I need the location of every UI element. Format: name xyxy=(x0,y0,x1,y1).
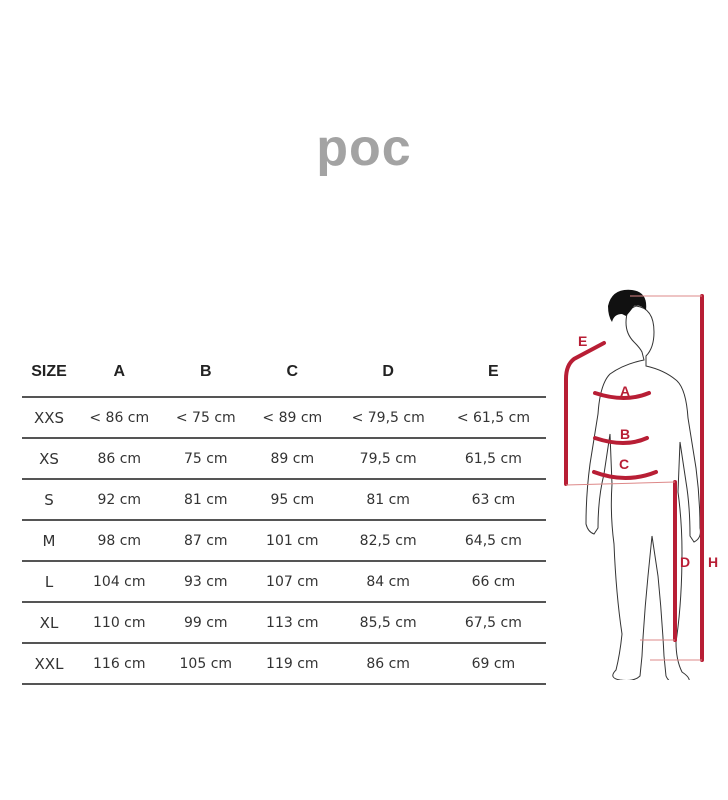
body-outline xyxy=(585,305,701,680)
size-cell: S xyxy=(22,479,76,521)
table-row: XXS < 86 cm < 75 cm < 89 cm < 79,5 cm < 61,5 … xyxy=(22,397,546,439)
measurement-cell: 92 cm xyxy=(76,479,163,521)
measurement-cell: 79,5 cm xyxy=(335,438,441,480)
measurement-cell: 61,5 cm xyxy=(440,438,546,480)
measurement-cell: 86 cm xyxy=(335,643,441,685)
body-measurement-figure: A B C D H E xyxy=(564,289,718,680)
measurement-cell: 66 cm xyxy=(440,561,546,603)
size-cell: XS xyxy=(22,438,76,480)
measurement-cell: 64,5 cm xyxy=(440,520,546,562)
column-header-size: SIZE xyxy=(22,347,76,398)
measurement-cell: 84 cm xyxy=(335,561,441,603)
column-header-b: B xyxy=(162,347,250,398)
measurement-cell: 99 cm xyxy=(162,602,250,644)
label-a: A xyxy=(620,383,630,399)
measurement-cell: 119 cm xyxy=(249,643,336,685)
measure-c-line xyxy=(592,470,658,480)
label-d: D xyxy=(680,554,690,570)
measurement-cell: 116 cm xyxy=(76,643,163,685)
measurement-cell: 63 cm xyxy=(440,479,546,521)
label-c: C xyxy=(619,456,629,472)
measurement-cell: 69 cm xyxy=(440,643,546,685)
table-row: M 98 cm 87 cm 101 cm 82,5 cm 64,5 cm xyxy=(22,520,546,562)
size-cell: XXS xyxy=(22,397,76,439)
measurement-cell: 85,5 cm xyxy=(335,602,441,644)
measurement-cell: < 89 cm xyxy=(249,397,336,439)
column-header-a: A xyxy=(76,347,163,398)
measurement-cell: 81 cm xyxy=(162,479,250,521)
measurement-cell: 101 cm xyxy=(249,520,336,562)
measure-b-line xyxy=(593,436,649,445)
measurement-cell: < 75 cm xyxy=(162,397,250,439)
table-row: L 104 cm 93 cm 107 cm 84 cm 66 cm xyxy=(22,561,546,603)
measurement-cell: 86 cm xyxy=(76,438,163,480)
label-h: H xyxy=(708,554,718,570)
measurement-cell: 107 cm xyxy=(249,561,336,603)
measurement-cell: 82,5 cm xyxy=(335,520,441,562)
measurement-cell: < 61,5 cm xyxy=(440,397,546,439)
measurement-cell: 67,5 cm xyxy=(440,602,546,644)
table-row: XS 86 cm 75 cm 89 cm 79,5 cm 61,5 cm xyxy=(22,438,546,480)
column-header-d: D xyxy=(335,347,441,398)
measurement-cell: 89 cm xyxy=(249,438,336,480)
measurement-cell: 87 cm xyxy=(162,520,250,562)
measurement-cell: 98 cm xyxy=(76,520,163,562)
measurement-cell: < 79,5 cm xyxy=(335,397,441,439)
size-cell: M xyxy=(22,520,76,562)
label-e: E xyxy=(578,333,587,349)
measurement-cell: 104 cm xyxy=(76,561,163,603)
measure-a-line xyxy=(593,391,651,400)
measurement-cell: 95 cm xyxy=(249,479,336,521)
measurement-cell: 113 cm xyxy=(249,602,336,644)
table-header-row: SIZE A B C D E xyxy=(22,347,546,398)
poc-logo: poc xyxy=(316,119,412,177)
measurement-lines xyxy=(564,294,704,662)
table-row: XL 110 cm 99 cm 113 cm 85,5 cm 67,5 cm xyxy=(22,602,546,644)
measurement-cell: < 86 cm xyxy=(76,397,163,439)
column-header-e: E xyxy=(440,347,546,398)
size-cell: XL xyxy=(22,602,76,644)
hair xyxy=(608,289,647,322)
table-row: S 92 cm 81 cm 95 cm 81 cm 63 cm xyxy=(22,479,546,521)
measurement-cell: 105 cm xyxy=(162,643,250,685)
size-chart-table: SIZE A B C D E XXS < 86 cm < 75 cm < 89 cm < 79,5… xyxy=(22,347,546,685)
table-row: XXL 116 cm 105 cm 119 cm 86 cm 69 cm xyxy=(22,643,546,685)
measurement-cell: 110 cm xyxy=(76,602,163,644)
size-cell: L xyxy=(22,561,76,603)
size-cell: XXL xyxy=(22,643,76,685)
measurement-cell: 75 cm xyxy=(162,438,250,480)
label-b: B xyxy=(620,426,630,442)
measure-e-line xyxy=(564,341,606,486)
measurement-cell: 81 cm xyxy=(335,479,441,521)
measurement-cell: 93 cm xyxy=(162,561,250,603)
column-header-c: C xyxy=(249,347,336,398)
